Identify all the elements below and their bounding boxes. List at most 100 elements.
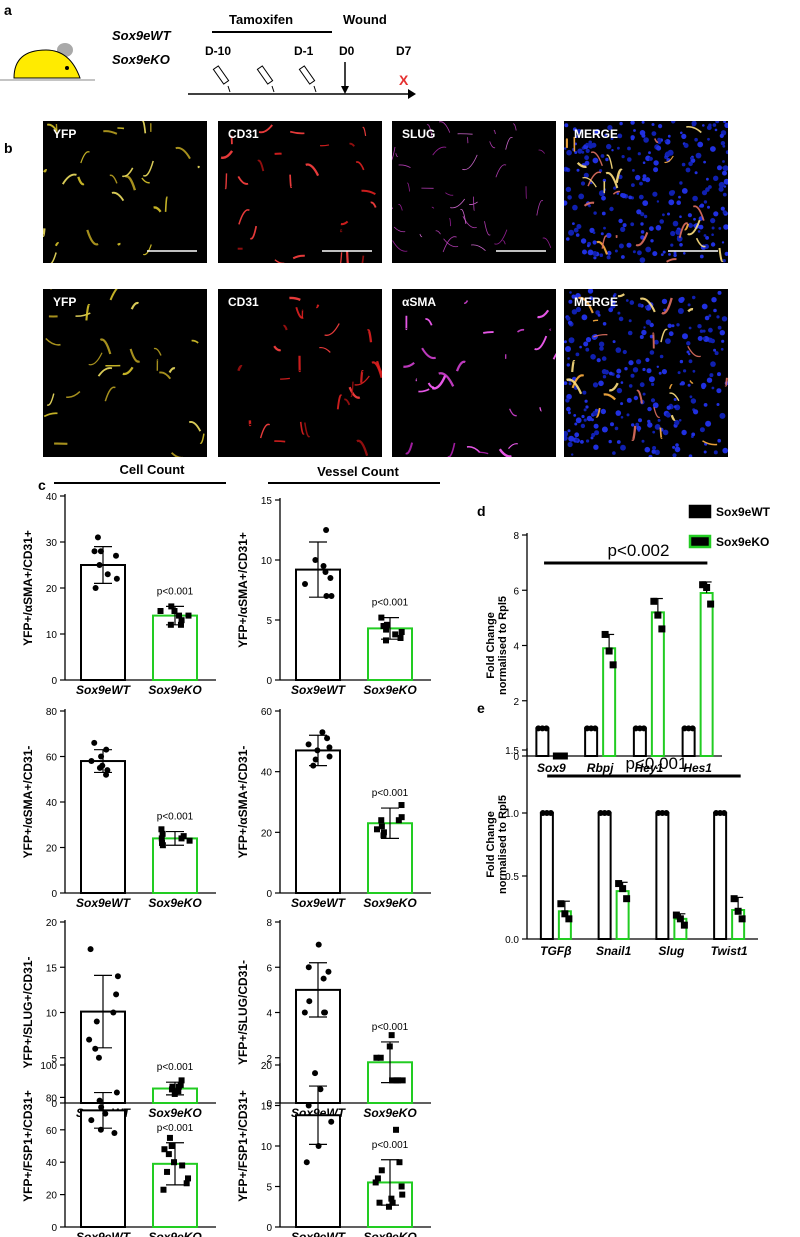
- data-point: [159, 830, 166, 837]
- x-category-label: Sox9: [537, 761, 566, 775]
- data-point: [721, 810, 728, 816]
- micrograph-label: MERGE: [574, 295, 619, 309]
- syringe-icon: [212, 65, 231, 93]
- data-point: [157, 608, 164, 614]
- data-point: [703, 583, 711, 591]
- chart-c8: 0 5 10 15 20 YFP+/FSP1+/CD31+ Sox9eWT Sox9eKO p<…: [236, 1061, 431, 1237]
- tamoxifen-bracket: [212, 31, 332, 33]
- data-point: [396, 1159, 403, 1166]
- data-point: [699, 581, 707, 589]
- data-point: [160, 1186, 167, 1193]
- legend-swatch: [688, 534, 712, 549]
- x-category-label: Sox9eKO: [148, 1106, 202, 1120]
- p-value-label: p<0.001: [372, 1022, 409, 1033]
- micrograph-1-3: SLUG: [392, 121, 556, 263]
- data-point: [388, 1195, 395, 1202]
- data-point: [561, 910, 569, 918]
- day-minus1-label: D-1: [294, 44, 314, 58]
- data-point: [169, 1083, 176, 1090]
- x-category-label: Sox9eWT: [76, 1230, 132, 1237]
- data-point: [87, 946, 94, 953]
- data-point: [178, 617, 185, 624]
- y-tick-label: 40: [46, 492, 58, 503]
- panel-label-d: d: [477, 503, 486, 519]
- data-point: [565, 915, 573, 923]
- data-point: [305, 964, 312, 971]
- data-point: [663, 810, 670, 816]
- y-tick-label: 20: [46, 1191, 58, 1202]
- data-point: [305, 741, 312, 748]
- data-point: [88, 1117, 95, 1124]
- p-value-label: p<0.001: [157, 812, 194, 823]
- y-tick-label: 1.0: [505, 809, 519, 820]
- y-tick-label: 60: [46, 753, 58, 764]
- data-point: [327, 575, 334, 581]
- y-axis-label: YFP+/αSMA+/CD31-: [21, 746, 35, 859]
- chart-c3: 0 20 40 60 80 YFP+/αSMA+/CD31- Sox9eWT Sox9eKO p…: [21, 707, 216, 910]
- y-axis-label-line2: normalised to Rpl5: [497, 795, 509, 894]
- wound-label: Wound: [343, 12, 387, 27]
- y-axis-label: YFP+/FSP1+/CD31+: [236, 1090, 250, 1202]
- data-point: [96, 764, 103, 771]
- y-tick-label: 8: [266, 918, 272, 929]
- bar-wt: [295, 749, 341, 895]
- data-point: [185, 1175, 192, 1182]
- data-point: [378, 823, 385, 830]
- chart-c1: 0 10 20 30 40 YFP+/αSMA+/CD31+ Sox9eWT Sox9eKO p…: [21, 492, 216, 697]
- y-tick-label: 30: [46, 538, 58, 549]
- data-point: [175, 1083, 182, 1090]
- genotype-ko-label: Sox9eKO: [112, 52, 170, 67]
- data-point: [167, 621, 174, 628]
- y-tick-label: 40: [46, 798, 58, 809]
- bar-wt: [584, 727, 599, 757]
- y-tick-label: 0: [266, 1223, 272, 1234]
- micrograph-label: YFP: [53, 295, 77, 309]
- data-point: [319, 729, 326, 736]
- x-category-label: Sox9eWT: [291, 896, 347, 910]
- syringe-icon: [298, 65, 317, 93]
- data-point: [324, 735, 331, 742]
- data-point: [689, 725, 696, 732]
- x-category-label: Sox9eKO: [363, 1106, 417, 1120]
- data-point: [185, 612, 192, 619]
- data-point: [398, 1183, 405, 1190]
- data-point: [168, 603, 175, 610]
- y-tick-label: 0: [266, 676, 272, 687]
- data-point: [94, 534, 101, 541]
- x-category-label: Sox9eKO: [148, 1230, 202, 1237]
- data-point: [376, 1199, 383, 1206]
- cell-count-header: Cell Count: [119, 462, 185, 477]
- chart-c4: 0 20 40 60 YFP+/αSMA+/CD31- Sox9eWT Sox9eKO p<0…: [236, 707, 431, 910]
- x-category-label: Hes1: [683, 761, 712, 775]
- x-category-label: Sox9eWT: [291, 1230, 347, 1237]
- data-point: [393, 1126, 400, 1133]
- y-tick-label: 0: [51, 1099, 57, 1110]
- data-point: [301, 1009, 308, 1016]
- x-category-label: Sox9eWT: [76, 683, 132, 697]
- chart-c7: 0 20 40 60 80 100 YFP+/FSP1+/CD31+ Sox9eWT Sox9e…: [21, 1061, 216, 1237]
- data-point: [650, 597, 658, 605]
- data-point: [113, 1089, 120, 1096]
- y-tick-label: 5: [266, 616, 272, 627]
- data-point: [306, 998, 313, 1005]
- y-tick-label: 15: [46, 963, 58, 974]
- x-category-label: Sox9eWT: [76, 896, 132, 910]
- data-point: [547, 810, 554, 816]
- data-point: [672, 911, 680, 919]
- data-point: [543, 725, 550, 732]
- end-mark-x: X: [399, 72, 409, 88]
- day0-label: D0: [339, 44, 355, 58]
- data-point: [171, 1159, 178, 1166]
- x-category-label: Sox9eKO: [363, 1230, 417, 1237]
- p-value-label: p<0.001: [626, 754, 688, 773]
- x-category-label: Sox9eKO: [148, 896, 202, 910]
- data-point: [388, 1032, 395, 1039]
- y-tick-label: 6: [513, 586, 519, 597]
- x-category-label: Sox9eKO: [363, 896, 417, 910]
- data-point: [96, 1097, 103, 1104]
- p-value-label: p<0.002: [608, 541, 670, 560]
- data-point: [168, 1143, 175, 1149]
- panel-label-b: b: [4, 140, 13, 156]
- data-point: [103, 746, 110, 753]
- data-point: [320, 563, 327, 569]
